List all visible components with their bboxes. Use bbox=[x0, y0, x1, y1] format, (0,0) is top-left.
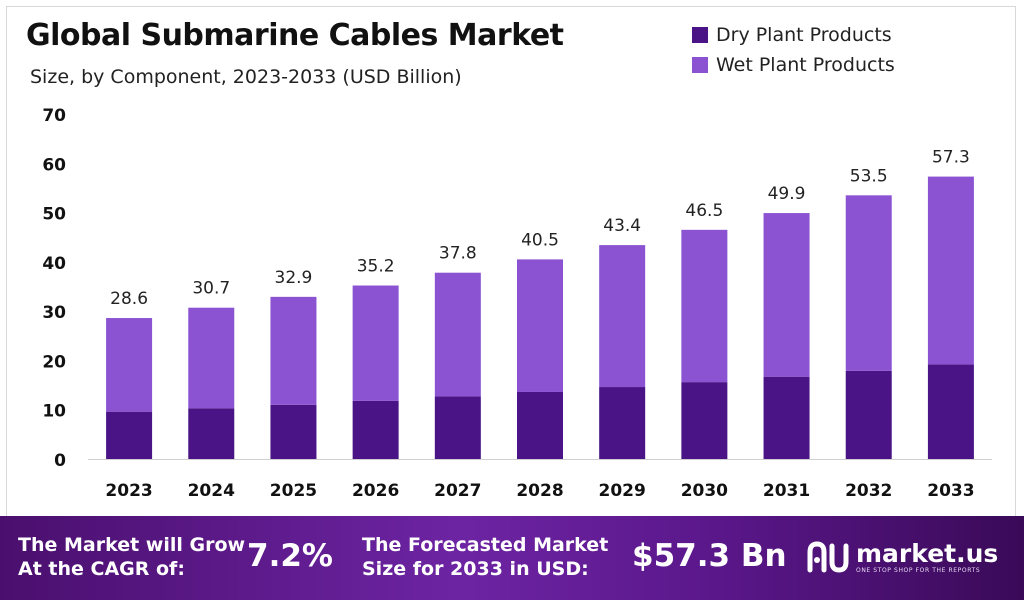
bar-total-label: 30.7 bbox=[192, 279, 230, 299]
bar-segment-dry bbox=[517, 391, 563, 459]
bar-segment-wet bbox=[927, 176, 974, 365]
y-tick-label: 0 bbox=[54, 451, 66, 471]
bar-segment-dry bbox=[681, 382, 728, 459]
bar-total-label: 53.5 bbox=[850, 166, 888, 186]
bar-total-label: 32.9 bbox=[275, 268, 313, 288]
bar-segment-dry bbox=[270, 404, 317, 459]
logo-name: market.us bbox=[856, 538, 999, 568]
bar-total-label: 43.4 bbox=[603, 216, 641, 236]
x-tick-label: 2028 bbox=[516, 481, 563, 501]
legend-swatch-wet bbox=[692, 57, 708, 73]
footer-banner bbox=[0, 516, 1024, 600]
forecast-label-line1: The Forecasted Market bbox=[362, 534, 609, 556]
bar-segment-dry bbox=[434, 396, 481, 459]
y-tick-label: 60 bbox=[42, 155, 66, 175]
forecast-label-line2: Size for 2033 in USD: bbox=[362, 558, 589, 580]
chart-title: Global Submarine Cables Market bbox=[26, 18, 564, 53]
bar-total-label: 46.5 bbox=[685, 201, 723, 221]
bar-segment-dry bbox=[927, 364, 974, 459]
x-tick-label: 2029 bbox=[599, 481, 646, 501]
cagr-label-line2: At the CAGR of: bbox=[18, 558, 185, 580]
bar-segment-dry bbox=[106, 411, 153, 459]
bar-total-label: 28.6 bbox=[110, 289, 148, 309]
bar-total-label: 37.8 bbox=[439, 244, 477, 264]
legend-item-dry: Dry Plant Products bbox=[692, 20, 895, 50]
bar-segment-dry bbox=[845, 370, 892, 459]
bar-total-label: 40.5 bbox=[521, 230, 559, 250]
logo-tagline: ONE STOP SHOP FOR THE REPORTS bbox=[856, 566, 981, 574]
bar-segment-wet bbox=[845, 195, 892, 371]
y-tick-label: 50 bbox=[42, 205, 66, 225]
x-tick-label: 2025 bbox=[270, 481, 317, 501]
chart-subtitle: Size, by Component, 2023-2033 (USD Billi… bbox=[30, 66, 462, 88]
bar-segment-wet bbox=[681, 229, 728, 383]
x-tick-label: 2027 bbox=[434, 481, 481, 501]
y-tick-label: 20 bbox=[42, 352, 66, 372]
cagr-label: The Market will Grow At the CAGR of: bbox=[18, 533, 245, 581]
forecast-label: The Forecasted Market Size for 2033 in U… bbox=[362, 533, 608, 581]
y-tick-label: 10 bbox=[42, 402, 66, 422]
x-tick-label: 2031 bbox=[763, 481, 810, 501]
bar-segment-wet bbox=[599, 245, 646, 388]
bar-segment-wet bbox=[352, 285, 399, 401]
x-tick-label: 2024 bbox=[188, 481, 235, 501]
bar-segment-wet bbox=[188, 307, 235, 409]
cagr-label-line1: The Market will Grow bbox=[18, 534, 246, 556]
y-tick-label: 40 bbox=[42, 254, 66, 274]
x-tick-label: 2033 bbox=[927, 481, 974, 501]
legend-swatch-dry bbox=[692, 27, 708, 43]
cagr-value: 7.2% bbox=[247, 538, 333, 574]
bar-segment-wet bbox=[106, 318, 153, 412]
legend-item-wet: Wet Plant Products bbox=[692, 50, 895, 80]
x-tick-label: 2032 bbox=[845, 481, 892, 501]
bar-total-label: 35.2 bbox=[357, 257, 395, 277]
bar-total-label: 57.3 bbox=[932, 148, 970, 168]
x-tick-label: 2023 bbox=[105, 481, 152, 501]
x-tick-label: 2026 bbox=[352, 481, 399, 501]
bar-segment-wet bbox=[270, 296, 317, 405]
bar-segment-wet bbox=[763, 213, 810, 377]
bar-segment-dry bbox=[763, 376, 810, 459]
bar-segment-dry bbox=[188, 408, 235, 459]
x-tick-label: 2030 bbox=[681, 481, 728, 501]
y-tick-label: 30 bbox=[42, 303, 66, 323]
bar-segment-dry bbox=[599, 387, 646, 459]
stacked-bar-chart: 01020304050607028.6202330.7202432.920253… bbox=[42, 106, 992, 501]
market-us-logo: market.us ONE STOP SHOP FOR THE REPORTS bbox=[806, 540, 998, 574]
y-tick-label: 70 bbox=[42, 106, 66, 126]
market-us-logo-icon bbox=[807, 541, 849, 573]
chart-legend: Dry Plant Products Wet Plant Products bbox=[692, 20, 895, 80]
legend-label-dry: Dry Plant Products bbox=[716, 24, 892, 46]
bar-segment-wet bbox=[517, 259, 563, 392]
bar-segment-dry bbox=[352, 400, 399, 459]
forecast-value: $57.3 Bn bbox=[632, 538, 787, 574]
legend-label-wet: Wet Plant Products bbox=[716, 54, 895, 76]
bar-total-label: 49.9 bbox=[768, 184, 806, 204]
bar-segment-wet bbox=[434, 272, 481, 397]
